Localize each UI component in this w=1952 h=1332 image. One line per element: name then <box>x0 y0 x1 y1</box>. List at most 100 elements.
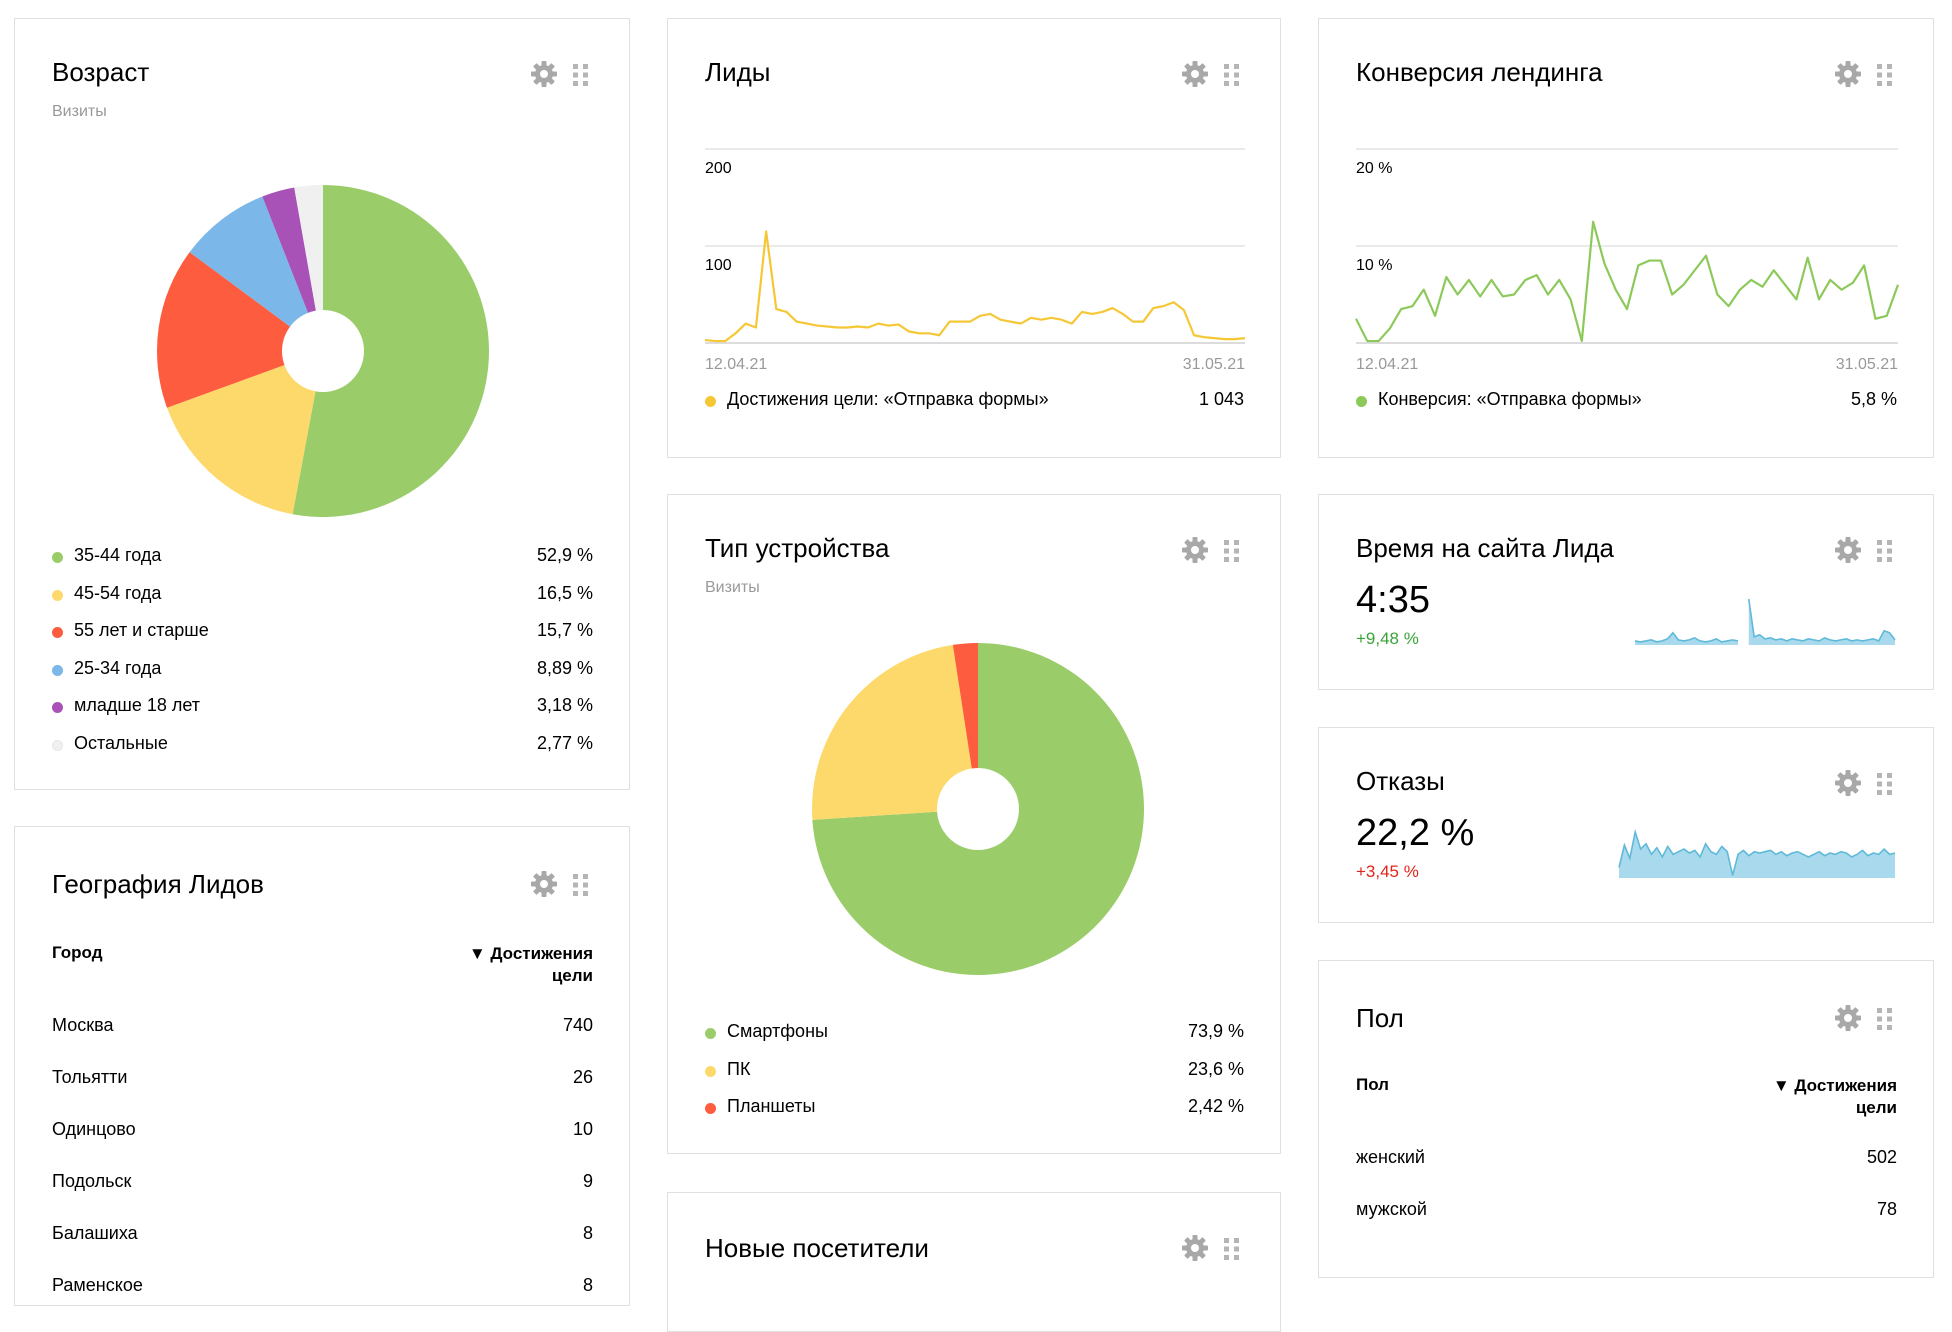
legend-item[interactable]: Планшеты 2,42 % <box>705 1096 1244 1120</box>
y-tick-label: 100 <box>705 257 732 274</box>
table-row[interactable]: женский 502 <box>1356 1147 1897 1173</box>
series-line[interactable] <box>1355 220 1900 343</box>
drag-handle-icon[interactable] <box>1875 63 1895 87</box>
table-cell-value: 9 <box>582 1171 593 1191</box>
column-header-goals[interactable]: ▼ Достижения цели <box>469 943 593 987</box>
widget-tools <box>1180 535 1244 565</box>
device-pie-chart <box>812 643 1144 975</box>
column-header-gender[interactable]: Пол <box>1356 1075 1389 1094</box>
legend-value: 73,9 % <box>1187 1021 1244 1041</box>
pie-slice[interactable] <box>156 252 323 408</box>
drag-handle-icon[interactable] <box>1875 1007 1895 1031</box>
legend-value: 2,42 % <box>1187 1096 1244 1116</box>
table-row[interactable]: Балашиха 8 <box>52 1223 593 1249</box>
legend-item[interactable]: Остальные 2,77 % <box>52 733 593 757</box>
legend-dot <box>1356 396 1367 407</box>
table-cell-value: 78 <box>1876 1199 1897 1219</box>
gear-icon[interactable] <box>1180 535 1210 565</box>
drag-handle-icon[interactable] <box>571 63 591 87</box>
column-header-goals[interactable]: ▼ Достижения цели <box>1773 1075 1897 1119</box>
gear-icon[interactable] <box>529 59 559 89</box>
conversion-legend: Конверсия: «Отправка формы» 5,8 % <box>1356 389 1897 413</box>
widget-tools <box>1833 535 1897 565</box>
table-row[interactable]: Подольск 9 <box>52 1171 593 1197</box>
drag-handle-icon[interactable] <box>1875 772 1895 796</box>
y-tick-label: 10 % <box>1356 257 1392 274</box>
table-cell-gender: женский <box>1356 1147 1425 1167</box>
pie-slice[interactable] <box>812 644 978 820</box>
series-line[interactable] <box>704 230 1246 343</box>
legend-label: 35-44 года <box>74 545 162 565</box>
legend-label: 55 лет и старше <box>74 620 209 640</box>
widget-subtitle: Визиты <box>52 103 107 120</box>
widget-title: Пол <box>1356 1003 1404 1033</box>
widget-title: Отказы <box>1356 766 1445 796</box>
table-row[interactable]: Одинцово 10 <box>52 1119 593 1145</box>
widget-tools <box>1180 59 1244 89</box>
y-tick-label: 200 <box>705 160 732 177</box>
legend-value: 2,77 % <box>536 732 593 753</box>
widget-subtitle: Визиты <box>705 579 760 596</box>
gear-icon[interactable] <box>1180 1233 1210 1263</box>
legend-dot <box>705 396 716 407</box>
legend-dot <box>705 1028 716 1039</box>
gear-icon[interactable] <box>1833 535 1863 565</box>
x-tick-label: 12.04.21 <box>705 356 767 373</box>
drag-handle-icon[interactable] <box>1222 63 1242 87</box>
pie-slice[interactable] <box>167 351 323 515</box>
legend-item[interactable]: 25-34 года 8,89 % <box>52 658 593 682</box>
legend-item[interactable]: 45-54 года 16,5 % <box>52 583 593 607</box>
y-tick-label: 20 % <box>1356 160 1392 177</box>
legend-value: 15,7 % <box>536 620 593 640</box>
pie-slice[interactable] <box>952 643 978 809</box>
table-cell-city: Одинцово <box>52 1119 136 1139</box>
column-header-goals-line1: ▼ Достижения <box>1772 1076 1897 1095</box>
legend-item[interactable]: 55 лет и старше 15,7 % <box>52 620 593 644</box>
legend-label: 45-54 года <box>74 582 162 603</box>
widget-tools <box>1833 59 1897 89</box>
legend-dot <box>52 552 63 563</box>
legend-value: 8,89 % <box>536 657 593 678</box>
table-cell-value: 26 <box>572 1067 593 1087</box>
sparkline-area <box>1635 632 1738 645</box>
pie-slice[interactable] <box>189 196 323 351</box>
gear-icon[interactable] <box>1180 59 1210 89</box>
table-row[interactable]: Тольятти 26 <box>52 1067 593 1093</box>
legend-value: 16,5 % <box>536 582 593 603</box>
legend-value: 1 043 <box>1198 389 1244 409</box>
legend-item[interactable]: Смартфоны 73,9 % <box>705 1021 1244 1045</box>
sparkline-line <box>1634 631 1739 643</box>
legend-dot <box>52 664 63 676</box>
sparkline-area <box>1619 832 1895 878</box>
legend-item[interactable]: ПК 23,6 % <box>705 1059 1244 1083</box>
gear-icon[interactable] <box>1833 59 1863 89</box>
legend-item[interactable]: младше 18 лет 3,18 % <box>52 695 593 719</box>
drag-handle-icon[interactable] <box>1222 539 1242 563</box>
table-row[interactable]: Москва 740 <box>52 1015 593 1041</box>
gear-icon[interactable] <box>1833 768 1863 798</box>
x-tick-label: 31.05.21 <box>1183 356 1245 373</box>
metric-delta: +3,45 % <box>1356 862 1419 881</box>
column-header-goals-line2: цели <box>551 966 593 985</box>
widget-title: Лиды <box>705 57 771 87</box>
table-row[interactable]: Раменское 8 <box>52 1275 593 1301</box>
widget-bounce: Отказы 22,2 % +3,45 % <box>1318 727 1934 923</box>
legend-item[interactable]: 35-44 года 52,9 % <box>52 545 593 569</box>
legend-label: Планшеты <box>727 1096 816 1116</box>
drag-handle-icon[interactable] <box>1875 539 1895 563</box>
time-sparkline <box>1634 598 1896 645</box>
gear-icon[interactable] <box>529 869 559 899</box>
drag-handle-icon[interactable] <box>571 873 591 897</box>
column-header-city[interactable]: Город <box>52 943 103 962</box>
leads-legend: Достижения цели: «Отправка формы» 1 043 <box>705 389 1244 413</box>
table-cell-value: 740 <box>562 1015 593 1035</box>
widget-gender: Пол Пол ▼ Достижения цели женский 502 мужс… <box>1318 960 1934 1278</box>
legend-value: 3,18 % <box>536 695 593 715</box>
pie-slice[interactable] <box>262 187 323 351</box>
pie-slice[interactable] <box>294 185 323 351</box>
table-row[interactable]: мужской 78 <box>1356 1199 1897 1225</box>
drag-handle-icon[interactable] <box>1222 1237 1242 1261</box>
pie-slice[interactable] <box>292 185 490 517</box>
gear-icon[interactable] <box>1833 1003 1863 1033</box>
bounce-sparkline <box>1618 828 1896 878</box>
